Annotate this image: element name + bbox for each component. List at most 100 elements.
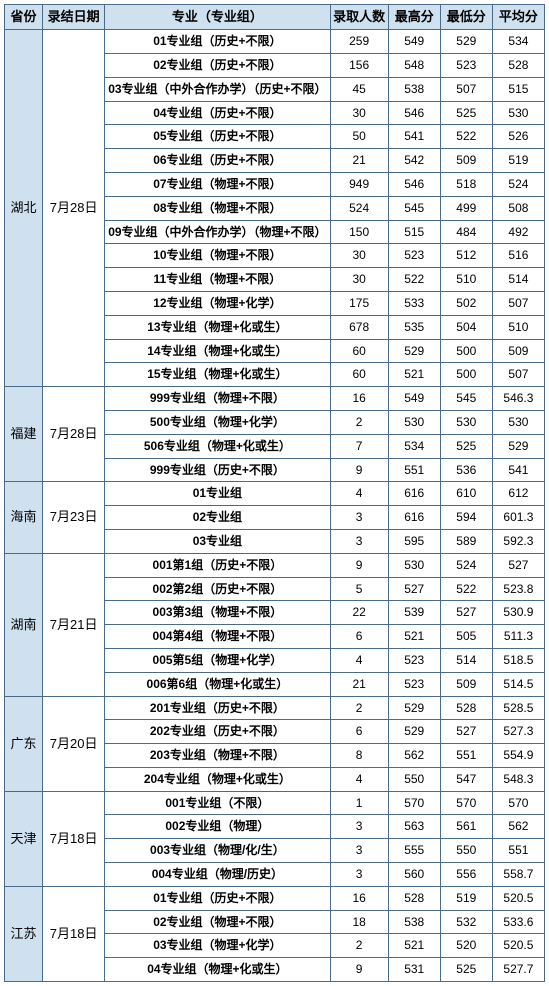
count-cell: 175 xyxy=(330,291,388,315)
min-cell: 518 xyxy=(440,172,492,196)
header-row: 省份 录结日期 专业（专业组） 录取人数 最高分 最低分 平均分 xyxy=(5,5,545,30)
province-cell: 湖南 xyxy=(5,553,43,696)
avg-cell: 516 xyxy=(492,244,544,268)
count-cell: 5 xyxy=(330,577,388,601)
max-cell: 522 xyxy=(388,268,440,292)
date-cell: 7月20日 xyxy=(43,696,105,791)
major-cell: 03专业组（物理+化学） xyxy=(105,934,330,958)
major-cell: 004专业组（物理/历史） xyxy=(105,863,330,887)
major-cell: 10专业组（物理+不限） xyxy=(105,244,330,268)
major-cell: 01专业组 xyxy=(105,482,330,506)
date-cell: 7月28日 xyxy=(43,387,105,482)
avg-cell: 529 xyxy=(492,434,544,458)
count-cell: 9 xyxy=(330,553,388,577)
min-cell: 551 xyxy=(440,744,492,768)
count-cell: 4 xyxy=(330,482,388,506)
count-cell: 949 xyxy=(330,172,388,196)
avg-cell: 518.5 xyxy=(492,648,544,672)
header-major: 专业（专业组） xyxy=(105,5,330,30)
count-cell: 8 xyxy=(330,744,388,768)
min-cell: 500 xyxy=(440,339,492,363)
major-cell: 07专业组（物理+不限） xyxy=(105,172,330,196)
admissions-table: 省份 录结日期 专业（专业组） 录取人数 最高分 最低分 平均分 湖北7月28日… xyxy=(4,4,545,982)
count-cell: 60 xyxy=(330,363,388,387)
min-cell: 509 xyxy=(440,672,492,696)
avg-cell: 510 xyxy=(492,315,544,339)
table-row: 广东7月20日201专业组（历史+不限）2529528528.5 xyxy=(5,696,545,720)
max-cell: 541 xyxy=(388,125,440,149)
count-cell: 678 xyxy=(330,315,388,339)
province-cell: 福建 xyxy=(5,387,43,482)
max-cell: 527 xyxy=(388,577,440,601)
major-cell: 05专业组（历史+不限） xyxy=(105,125,330,149)
min-cell: 532 xyxy=(440,910,492,934)
max-cell: 521 xyxy=(388,934,440,958)
max-cell: 521 xyxy=(388,625,440,649)
avg-cell: 511.3 xyxy=(492,625,544,649)
avg-cell: 527 xyxy=(492,553,544,577)
province-cell: 天津 xyxy=(5,791,43,886)
table-row: 海南7月23日01专业组4616610612 xyxy=(5,482,545,506)
province-cell: 江苏 xyxy=(5,886,43,981)
count-cell: 30 xyxy=(330,101,388,125)
table-row: 湖南7月21日001第1组（历史+不限）9530524527 xyxy=(5,553,545,577)
count-cell: 3 xyxy=(330,529,388,553)
min-cell: 570 xyxy=(440,791,492,815)
avg-cell: 524 xyxy=(492,172,544,196)
major-cell: 02专业组（历史+不限） xyxy=(105,53,330,77)
count-cell: 21 xyxy=(330,672,388,696)
major-cell: 03专业组 xyxy=(105,529,330,553)
avg-cell: 541 xyxy=(492,458,544,482)
min-cell: 589 xyxy=(440,529,492,553)
avg-cell: 528.5 xyxy=(492,696,544,720)
count-cell: 4 xyxy=(330,767,388,791)
header-min: 最低分 xyxy=(440,5,492,30)
avg-cell: 592.3 xyxy=(492,529,544,553)
avg-cell: 570 xyxy=(492,791,544,815)
count-cell: 6 xyxy=(330,720,388,744)
max-cell: 535 xyxy=(388,315,440,339)
count-cell: 45 xyxy=(330,77,388,101)
avg-cell: 507 xyxy=(492,291,544,315)
count-cell: 3 xyxy=(330,839,388,863)
max-cell: 523 xyxy=(388,672,440,696)
avg-cell: 546.3 xyxy=(492,387,544,411)
min-cell: 507 xyxy=(440,77,492,101)
min-cell: 510 xyxy=(440,268,492,292)
min-cell: 512 xyxy=(440,244,492,268)
header-date: 录结日期 xyxy=(43,5,105,30)
date-cell: 7月21日 xyxy=(43,553,105,696)
avg-cell: 526 xyxy=(492,125,544,149)
max-cell: 534 xyxy=(388,434,440,458)
avg-cell: 492 xyxy=(492,220,544,244)
max-cell: 542 xyxy=(388,149,440,173)
avg-cell: 528 xyxy=(492,53,544,77)
max-cell: 549 xyxy=(388,30,440,54)
avg-cell: 612 xyxy=(492,482,544,506)
min-cell: 484 xyxy=(440,220,492,244)
date-cell: 7月18日 xyxy=(43,886,105,981)
header-avg: 平均分 xyxy=(492,5,544,30)
min-cell: 523 xyxy=(440,53,492,77)
max-cell: 549 xyxy=(388,387,440,411)
max-cell: 548 xyxy=(388,53,440,77)
major-cell: 204专业组（物理+化或生） xyxy=(105,767,330,791)
major-cell: 04专业组（历史+不限） xyxy=(105,101,330,125)
major-cell: 13专业组（物理+化或生） xyxy=(105,315,330,339)
count-cell: 2 xyxy=(330,696,388,720)
min-cell: 528 xyxy=(440,696,492,720)
province-cell: 广东 xyxy=(5,696,43,791)
max-cell: 551 xyxy=(388,458,440,482)
min-cell: 610 xyxy=(440,482,492,506)
table-row: 天津7月18日001专业组（不限）1570570570 xyxy=(5,791,545,815)
avg-cell: 519 xyxy=(492,149,544,173)
min-cell: 561 xyxy=(440,815,492,839)
major-cell: 003第3组（物理+不限） xyxy=(105,601,330,625)
count-cell: 1 xyxy=(330,791,388,815)
avg-cell: 509 xyxy=(492,339,544,363)
count-cell: 18 xyxy=(330,910,388,934)
min-cell: 520 xyxy=(440,934,492,958)
avg-cell: 527.3 xyxy=(492,720,544,744)
count-cell: 3 xyxy=(330,506,388,530)
major-cell: 002专业组（物理） xyxy=(105,815,330,839)
